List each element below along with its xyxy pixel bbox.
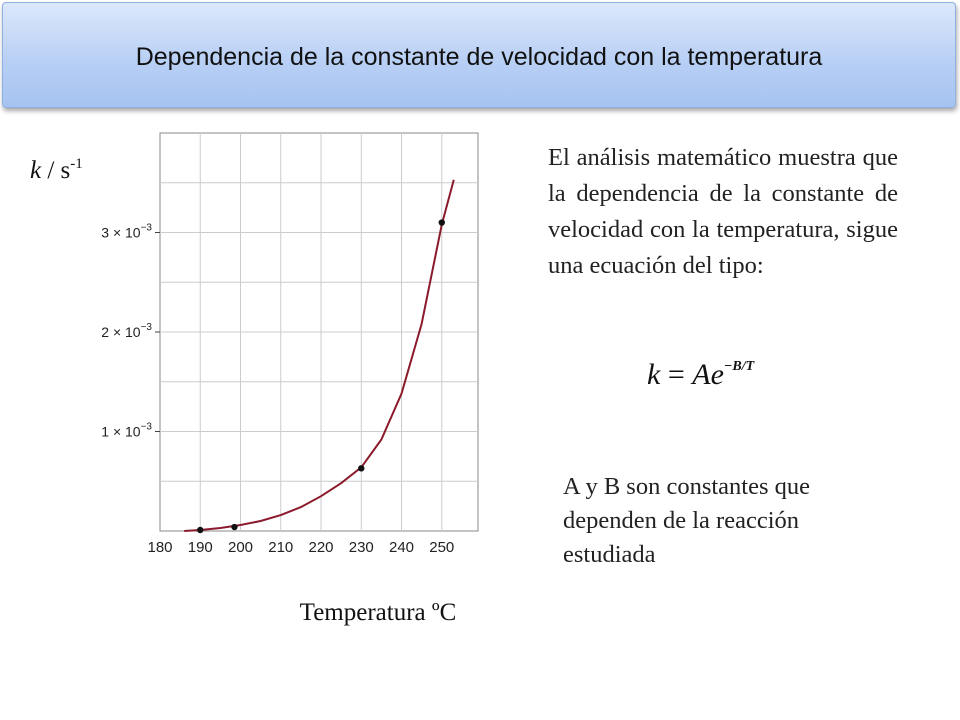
data-point <box>231 523 238 531</box>
y-tick-label-base: 3 × 10 <box>101 225 141 241</box>
x-axis-label: Temperatura ºC <box>300 599 457 626</box>
formula-lhs: k <box>647 358 661 391</box>
title-banner: Dependencia de la constante de velocidad… <box>2 2 956 108</box>
data-point <box>438 219 445 226</box>
x-tick-label: 240 <box>389 539 414 556</box>
y-tick-label-exponent: −3 <box>141 223 153 234</box>
y-tick-label-base: 1 × 10 <box>101 424 141 440</box>
slide-title: Dependencia de la constante de velocidad… <box>135 43 823 71</box>
x-tick-label: 190 <box>188 539 213 556</box>
y-tick-label-exponent: −3 <box>141 322 153 333</box>
formula-base: Ae <box>692 358 724 391</box>
y-tick-label-base: 2 × 10 <box>101 324 141 340</box>
y-tick-label: 3 × 10−3 <box>101 223 152 241</box>
x-tick-label: 230 <box>349 539 374 556</box>
data-point <box>197 526 204 534</box>
constants-note: A y B son constantes que dependen de la … <box>563 473 811 568</box>
explanation-paragraph: El análisis matemático muestra que la de… <box>548 144 898 279</box>
arrhenius-formula: k = Ae−B/T <box>647 358 754 392</box>
formula-equals: = <box>667 358 685 391</box>
fitted-curve <box>184 179 455 532</box>
x-tick-label: 220 <box>308 539 333 556</box>
y-tick-label-exponent: −3 <box>141 422 153 433</box>
formula-exponent: −B/T <box>723 359 755 374</box>
y-tick-label: 1 × 10−3 <box>101 422 152 440</box>
data-point <box>358 465 365 472</box>
x-tick-label: 180 <box>147 539 172 556</box>
y-axis-label: k / s-1 <box>30 156 83 184</box>
x-tick-label: 200 <box>228 539 253 556</box>
x-tick-label: 210 <box>268 539 293 556</box>
y-tick-label: 2 × 10−3 <box>101 322 152 340</box>
y-axis-label-unit: / s <box>41 157 70 184</box>
y-axis-label-exp: -1 <box>70 156 83 172</box>
x-tick-label: 250 <box>429 539 454 556</box>
y-axis-label-var: k <box>30 157 42 184</box>
